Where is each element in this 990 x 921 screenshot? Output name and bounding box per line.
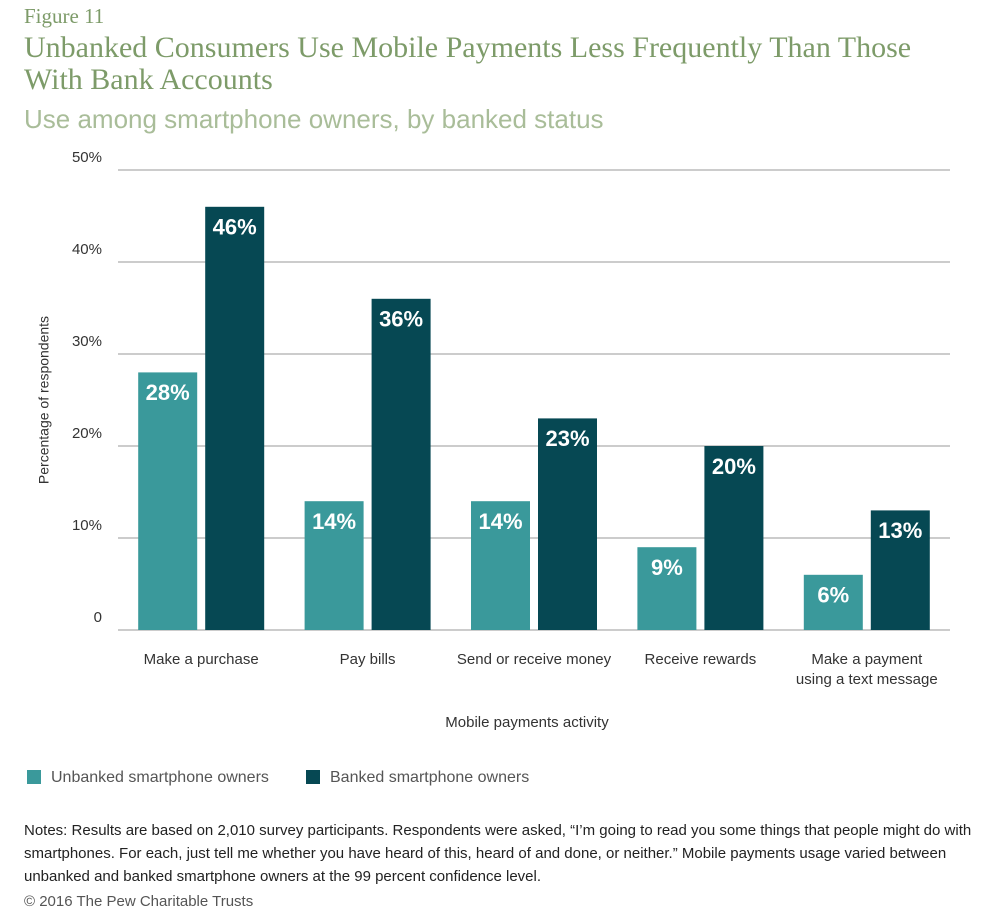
bar	[870, 510, 930, 630]
figure-label: Figure 11	[24, 4, 105, 28]
x-tick-label: Make a purchase	[143, 651, 259, 668]
y-tick-label: 20%	[72, 425, 102, 442]
legend-label: Unbanked smartphone owners	[51, 769, 269, 786]
x-tick-label: Send or receive money	[456, 651, 612, 668]
value-label: 28%	[146, 380, 190, 405]
value-label: 14%	[312, 509, 356, 534]
y-tick-label: 0	[94, 609, 102, 626]
value-label: 6%	[817, 583, 849, 608]
value-label: 13%	[878, 518, 922, 543]
x-tick-label: Receive rewards	[644, 651, 757, 668]
y-tick-label: 50%	[72, 149, 102, 166]
bar	[304, 501, 364, 630]
bar	[538, 418, 597, 630]
x-tick-label: Pay bills	[339, 651, 396, 668]
y-tick-label: 30%	[72, 333, 102, 350]
bar	[704, 446, 764, 630]
bar	[371, 298, 431, 630]
bar	[637, 547, 697, 630]
value-label: 9%	[651, 555, 683, 580]
legend-swatch	[27, 770, 41, 784]
value-label: 46%	[213, 215, 257, 240]
value-label: 23%	[545, 426, 589, 451]
copyright: © 2016 The Pew Charitable Trusts	[24, 893, 254, 910]
notes: Notes: Results are based on 2,010 survey…	[24, 822, 972, 885]
y-tick-label: 40%	[72, 241, 102, 258]
bar	[205, 206, 265, 631]
x-tick-label: Make a payment using a text message	[795, 651, 938, 688]
value-label: 36%	[379, 307, 423, 332]
bar	[471, 501, 530, 630]
y-tick-label: 10%	[72, 517, 102, 534]
chart-title: Unbanked Consumers Use Mobile Payments L…	[24, 31, 912, 96]
legend-label: Banked smartphone owners	[330, 769, 529, 786]
value-label: 20%	[712, 454, 756, 479]
bar	[138, 372, 198, 630]
chart-subtitle: Use among smartphone owners, by banked s…	[24, 104, 604, 134]
legend-swatch	[306, 770, 320, 784]
x-axis-title: Mobile payments activity	[445, 714, 609, 731]
y-axis-title: Percentage of respondents	[36, 316, 52, 484]
value-label: 14%	[478, 509, 522, 534]
bar	[803, 574, 863, 630]
